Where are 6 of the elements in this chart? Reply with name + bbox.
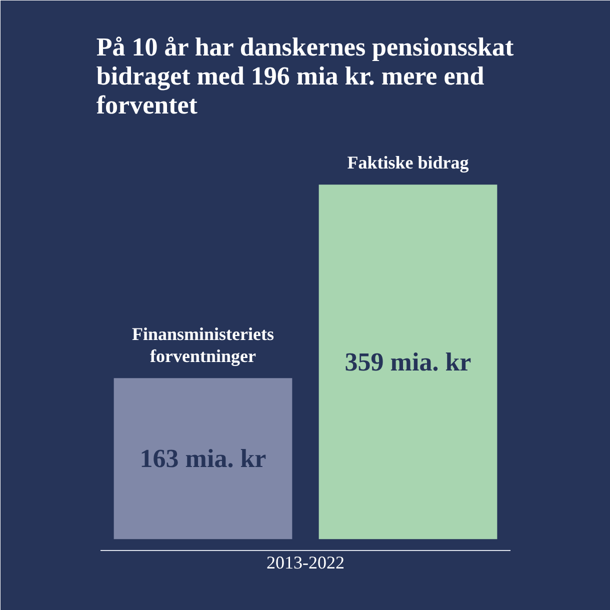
data-label: 163 mia. kr bbox=[140, 444, 266, 474]
x-axis-title: 2013-2022 bbox=[266, 552, 345, 572]
x-tick-label: Faktiske bidrag bbox=[347, 152, 469, 173]
x-tick-label: Finansministeriets forventninger bbox=[132, 324, 274, 366]
chart-title: På 10 år har danskernes pensionsskat bidraget med 196 mia kr. mere end forventet bbox=[96, 32, 514, 120]
data-label: 359 mia. kr bbox=[344, 347, 472, 376]
